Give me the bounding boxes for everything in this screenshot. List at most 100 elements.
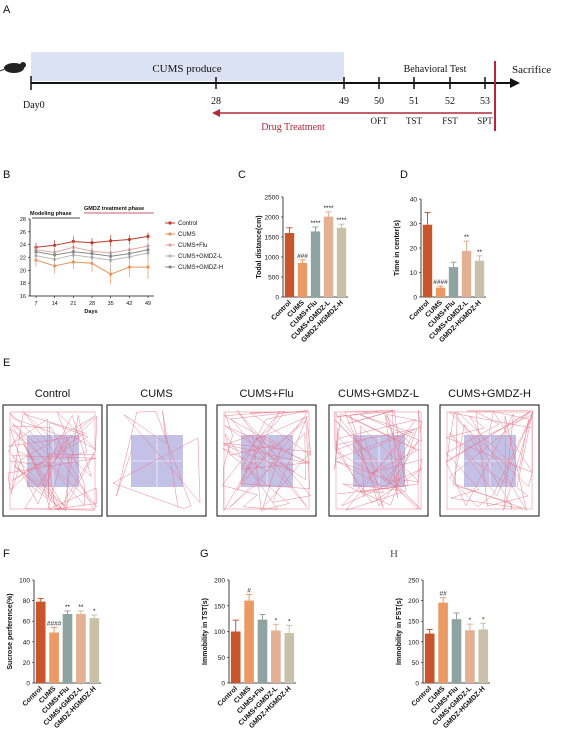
x-tick-label: 7 [34, 301, 37, 307]
legend-marker [168, 243, 172, 247]
timeline-tick-label: 50 [374, 96, 384, 107]
x-tick-label: 21 [70, 301, 76, 307]
y-tick-label: 20 [20, 268, 26, 274]
y-tick-label: 50 [218, 655, 226, 662]
data-point [90, 241, 94, 245]
bar [284, 633, 295, 683]
bar [284, 233, 295, 297]
bar [310, 231, 321, 297]
movement-trace [112, 410, 201, 509]
modeling-phase-label: Modeling phase [30, 211, 72, 217]
bar [323, 216, 334, 297]
panel-label-d: D [400, 169, 408, 181]
significance-label: **** [336, 217, 347, 224]
significance-label: ** [65, 604, 71, 611]
test-label-fst: FST [442, 116, 458, 126]
significance-label: ### [297, 253, 308, 260]
timeline-tick-label: 52 [445, 96, 455, 107]
bar [438, 602, 448, 683]
open-field-traces: Control CUMS CUMS+Flu CUMS+GMDZ-L CUMS+GMDZ-… [2, 388, 540, 517]
bar [478, 629, 489, 683]
data-point [71, 260, 75, 264]
bar [451, 619, 462, 683]
panel-label-h: H [390, 548, 398, 560]
test-label-spt: SPT [477, 116, 493, 126]
wall-trace [223, 411, 310, 510]
mouse-icon [0, 62, 26, 73]
data-point [109, 254, 113, 258]
movement-trace [7, 411, 98, 512]
data-point [34, 250, 38, 254]
significance-label: #### [47, 620, 62, 627]
y-tick-label: 40 [410, 197, 418, 204]
bar [89, 618, 100, 683]
drug-treatment-label: Drug Treatment [261, 122, 325, 133]
panel-label-f: F [3, 548, 10, 560]
significance-label: **** [310, 220, 321, 227]
timeline-arrow-head [510, 78, 520, 88]
movement-trace [334, 410, 423, 511]
significance-label: ## [439, 591, 447, 598]
panel-label-b: B [3, 169, 10, 181]
significance-label: #### [433, 279, 448, 286]
timeline-tick-label: 28 [211, 96, 221, 107]
legend-marker [168, 254, 172, 258]
behavioral-test-label: Behavioral Test [404, 64, 467, 75]
y-tick-label: 30 [410, 221, 418, 228]
y-tick-label: 150 [214, 603, 225, 610]
significance-label: **** [323, 205, 334, 212]
arena-label: CUMS+GMDZ-L [338, 388, 419, 400]
y-tick-label: 16 [20, 294, 26, 300]
data-point [71, 239, 75, 244]
panel-label-a: A [3, 4, 11, 16]
bar [336, 227, 347, 297]
bar [474, 260, 485, 297]
test-label-oft: OFT [370, 116, 388, 126]
y-tick-label: 0 [221, 681, 225, 688]
arena-label: CUMS [140, 388, 172, 400]
y-axis-label: Sucrose perference(%) [7, 593, 14, 669]
legend-label: CUMS+Flu [178, 243, 208, 249]
y-tick-label: 250 [408, 578, 419, 585]
y-tick-label: 18 [20, 281, 26, 287]
data-point [146, 234, 150, 238]
significance-label: ** [477, 249, 483, 256]
cums-band [31, 52, 344, 81]
wall-trace [9, 411, 96, 510]
movement-trace [221, 410, 312, 512]
y-tick-label: 200 [214, 578, 225, 585]
bar [435, 287, 446, 297]
significance-label: * [288, 618, 291, 625]
legend-label: Control [178, 221, 197, 227]
y-tick-label: 0 [413, 295, 417, 302]
significance-label: # [247, 587, 251, 594]
y-axis-label: Todal distance(cm) [256, 215, 263, 278]
legend-label: CUMS [178, 232, 196, 238]
data-point [71, 250, 75, 254]
legend-marker [168, 232, 172, 236]
day0-label: Day0 [23, 100, 45, 111]
arena-label: CUMS+GMDZ-H [448, 388, 531, 400]
significance-label: ** [78, 604, 84, 611]
y-tick-label: 20 [23, 660, 31, 667]
y-tick-label: 60 [23, 619, 31, 626]
treatment-phase-label: GMDZ treatment phase [84, 206, 144, 212]
y-axis-label: Time in center(s) [394, 220, 401, 276]
timeline-ticks: 28 49 50 51 52 53 OFT TST FST SPT [211, 77, 493, 126]
wall-trace [335, 411, 422, 510]
y-tick-label: 40 [23, 639, 31, 646]
test-label-tst: TST [406, 116, 423, 126]
y-tick-label: 20 [410, 246, 418, 253]
bar [424, 633, 435, 683]
y-tick-label: 10 [410, 270, 418, 277]
y-tick-label: 1000 [265, 255, 280, 262]
x-tick-label: 14 [52, 301, 58, 307]
significance-label: * [469, 617, 472, 624]
panel-label-c: C [238, 169, 246, 181]
data-point [127, 237, 131, 242]
y-tick-label: 26 [20, 230, 26, 236]
